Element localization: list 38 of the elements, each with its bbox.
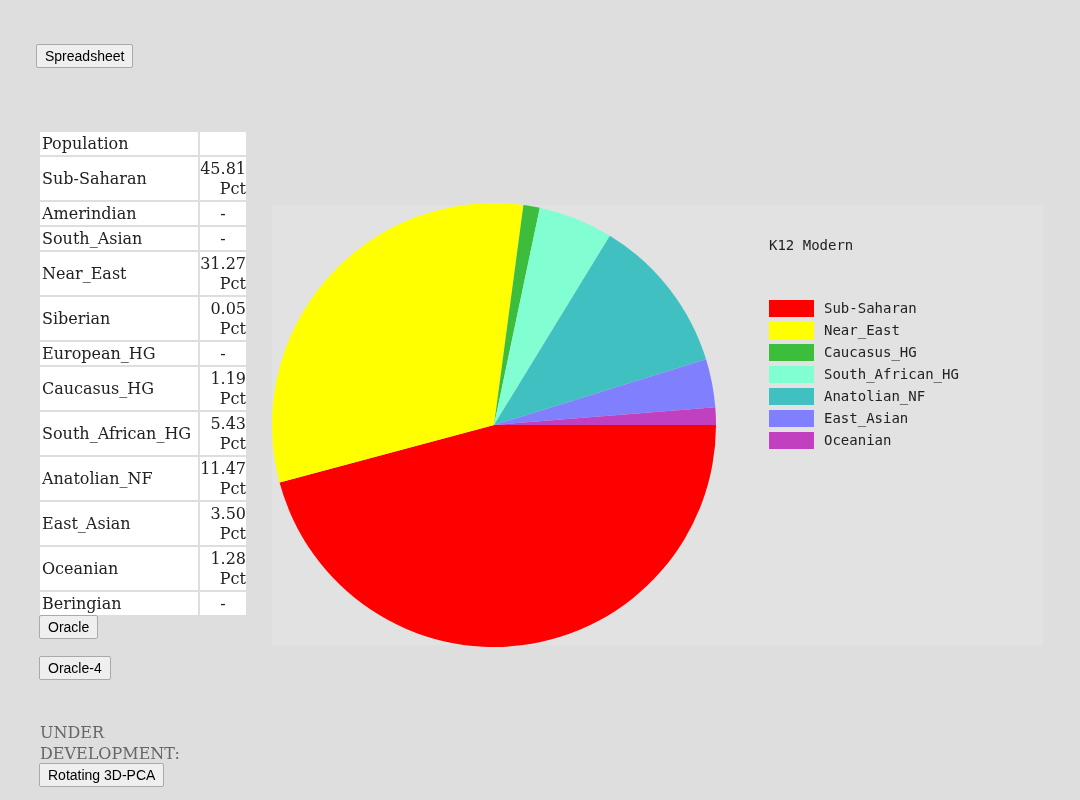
legend-label: East_Asian xyxy=(824,410,909,426)
category-label: Oceanian xyxy=(40,547,198,590)
text: 5.43 Pct xyxy=(200,412,246,455)
category-label: South_African_HG xyxy=(40,412,198,455)
category-label: Caucasus_HG xyxy=(40,367,198,410)
text: - xyxy=(200,202,246,225)
category-label: Siberian xyxy=(40,297,198,340)
text: Population xyxy=(40,132,198,155)
legend-label: Sub-Saharan xyxy=(824,300,917,316)
text: 1.19 Pct xyxy=(200,367,246,410)
text: Spreadsheet xyxy=(36,44,134,68)
category-label: Anatolian_NF xyxy=(40,457,198,500)
legend-label: Caucasus_HG xyxy=(824,344,917,360)
text: - xyxy=(200,342,246,365)
legend-label: Oceanian xyxy=(824,432,892,448)
category-label: Amerindian xyxy=(40,202,198,225)
legend-label: Near_East xyxy=(824,322,900,338)
category-label: European_HG xyxy=(40,342,198,365)
legend-title: K12 Modern xyxy=(769,237,855,253)
category-label: South_Asian xyxy=(40,227,198,250)
text: 31.27 Pct xyxy=(200,252,246,295)
legend-label: South_African_HG xyxy=(824,366,959,382)
text: Oracle xyxy=(39,615,99,639)
text: Oracle-4 xyxy=(39,656,111,680)
text: 0.05 Pct xyxy=(200,297,246,340)
text: Rotating 3D-PCA xyxy=(39,763,165,787)
text: 11.47 Pct xyxy=(200,457,246,500)
text: 1.28 Pct xyxy=(200,547,246,590)
category-label: Beringian xyxy=(40,592,198,615)
text: - xyxy=(200,227,246,250)
text: UNDER DEVELOPMENT: xyxy=(40,722,181,764)
text: 45.81 Pct xyxy=(200,157,246,200)
text: - xyxy=(200,592,246,615)
legend-label: Anatolian_NF xyxy=(824,388,926,404)
text: 3.50 Pct xyxy=(200,502,246,545)
category-label: Near_East xyxy=(40,252,198,295)
category-label: Sub-Saharan xyxy=(40,157,198,200)
category-label: East_Asian xyxy=(40,502,198,545)
